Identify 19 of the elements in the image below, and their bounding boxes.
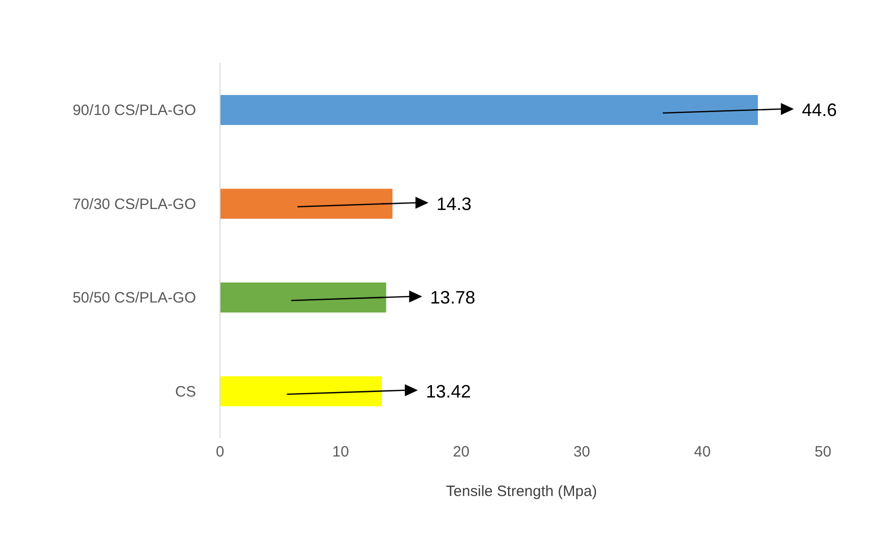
data-label: 14.3 — [436, 194, 472, 214]
x-tick-label: 40 — [694, 444, 711, 461]
y-tick-label: CS — [175, 383, 196, 400]
y-tick-label: 50/50 CS/PLA-GO — [72, 290, 196, 307]
data-label: 13.42 — [426, 381, 471, 402]
x-tick-label: 50 — [814, 444, 832, 461]
x-tick-label: 10 — [332, 444, 349, 461]
data-label: 44.6 — [802, 100, 837, 120]
y-tick-label: 70/30 CS/PLA-GO — [72, 196, 196, 213]
x-tick-label: 20 — [452, 444, 470, 461]
data-label: 13.78 — [430, 288, 476, 308]
bar — [220, 376, 382, 406]
bar — [220, 282, 386, 312]
y-tick-label: 90/10 CS/PLA-GO — [72, 102, 196, 120]
x-axis-title: Tensile Strength (Mpa) — [446, 483, 597, 500]
bar — [220, 188, 392, 219]
x-tick-label: 30 — [573, 444, 590, 461]
bar — [220, 95, 758, 125]
x-tick-label: 0 — [216, 444, 224, 461]
